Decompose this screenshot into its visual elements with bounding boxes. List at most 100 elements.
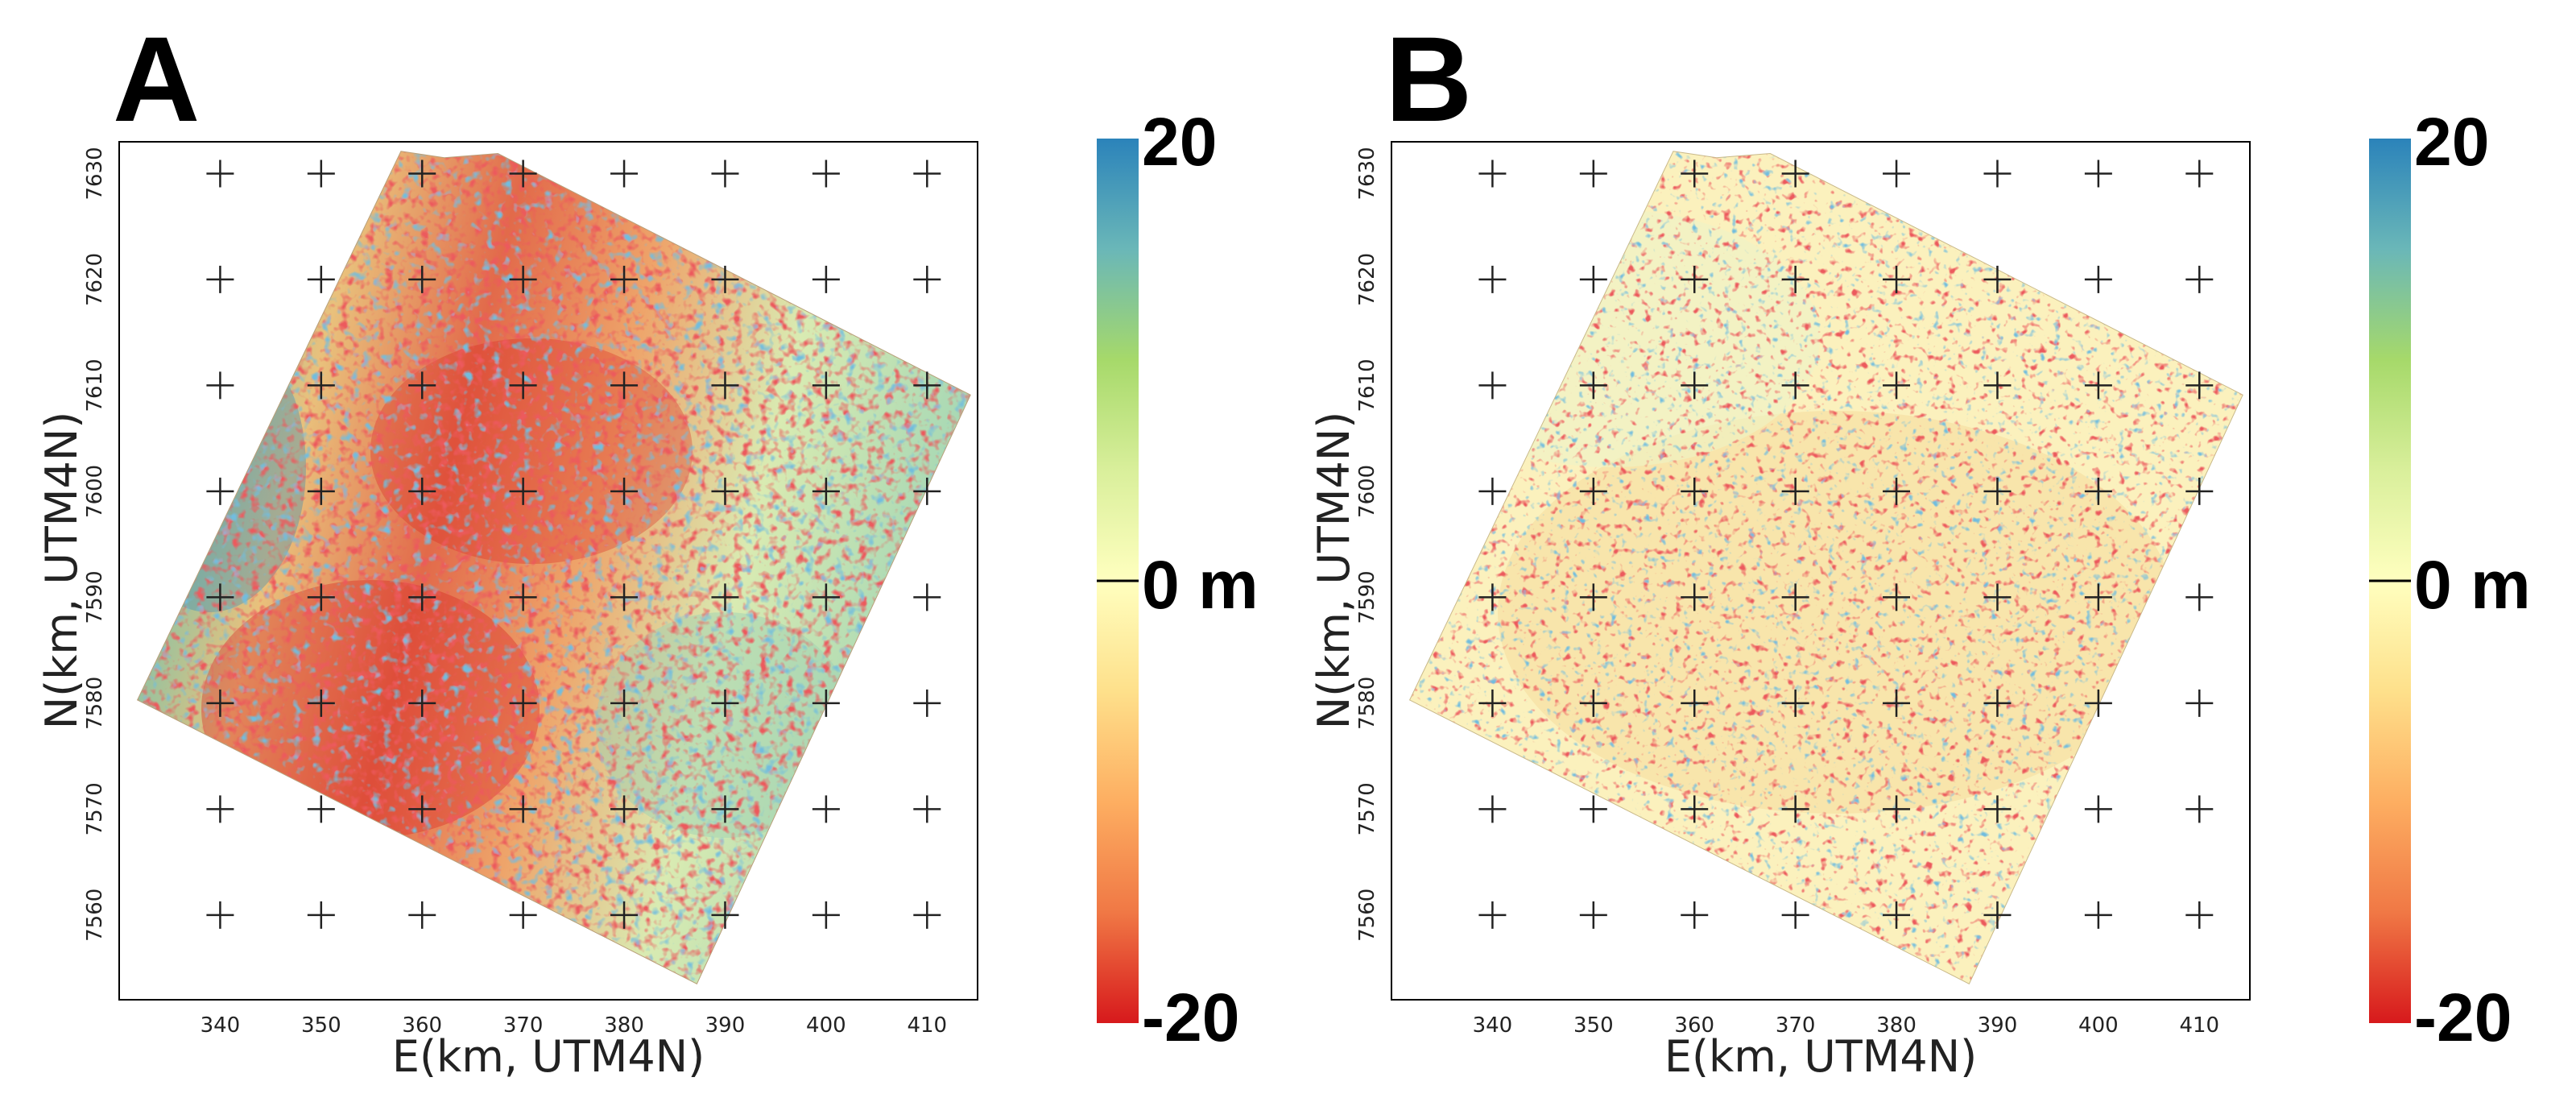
y-tick-label: 7580 — [83, 677, 107, 730]
y-tick-label: 7620 — [1355, 253, 1379, 306]
grid-cross — [1681, 689, 1709, 717]
grid-cross — [509, 795, 537, 823]
grid-cross — [913, 795, 941, 823]
grid-cross — [812, 689, 840, 717]
grid-cross — [2185, 689, 2214, 717]
y-tick-label: 7570 — [83, 782, 107, 835]
x-tick-labels: 340 350 360 370 380 390 400 410 — [201, 1013, 948, 1038]
grid-cross — [307, 371, 335, 400]
grid-cross — [2084, 265, 2112, 293]
x-tick-label: 350 — [301, 1013, 341, 1038]
grid-cross — [812, 901, 840, 929]
grid-crosses — [206, 160, 941, 929]
grid-cross — [307, 477, 335, 505]
grid-cross — [913, 265, 941, 293]
grid-cross — [1681, 795, 1709, 823]
grid-cross — [307, 583, 335, 611]
grid-cross — [1883, 477, 1911, 505]
grid-cross — [408, 160, 436, 188]
grid-cross — [1579, 583, 1607, 611]
grid-cross — [1883, 795, 1911, 823]
x-tick-label: 360 — [402, 1013, 442, 1038]
grid-cross — [610, 901, 639, 929]
grid-cross — [1983, 901, 2012, 929]
grid-cross — [509, 901, 537, 929]
grid-cross — [206, 160, 234, 188]
grid-cross — [2185, 795, 2214, 823]
grid-cross — [913, 371, 941, 400]
grid-cross — [1478, 265, 1507, 293]
grid-cross — [408, 583, 436, 611]
grid-cross — [1983, 265, 2012, 293]
grid-cross — [711, 689, 739, 717]
grid-cross — [1883, 583, 1911, 611]
grid-cross — [812, 265, 840, 293]
grid-cross — [408, 795, 436, 823]
panel-label: B — [1385, 11, 1472, 147]
grid-cross — [1579, 160, 1607, 188]
grid-cross — [1681, 583, 1709, 611]
colorbar-max-label: 20 — [1142, 104, 1217, 180]
y-tick-label: 7600 — [83, 465, 107, 518]
grid-cross — [1478, 583, 1507, 611]
grid-cross — [1681, 160, 1709, 188]
grid-cross — [711, 477, 739, 505]
grid-cross — [1579, 265, 1607, 293]
grid-cross — [913, 477, 941, 505]
data-footprint — [1408, 151, 2243, 984]
grid-cross — [913, 583, 941, 611]
grid-cross — [1681, 371, 1709, 400]
grid-cross — [610, 265, 639, 293]
grid-cross — [1579, 689, 1607, 717]
grid-cross — [2185, 583, 2214, 611]
grid-cross — [1883, 371, 1911, 400]
x-tick-label: 350 — [1573, 1013, 1614, 1038]
y-tick-labels: 7630 7620 7610 7600 7590 7580 7570 7560 — [83, 147, 107, 942]
grid-cross — [2084, 689, 2112, 717]
grid-cross — [1579, 477, 1607, 505]
colorbar-min-label: -20 — [2414, 980, 2512, 1055]
data-footprint — [136, 151, 971, 984]
grid-cross — [913, 689, 941, 717]
colorbar: 20 0 m -20 — [1097, 104, 1259, 1055]
grid-cross — [2185, 477, 2214, 505]
grid-cross — [1781, 901, 1809, 929]
x-axis-title: E(km, UTM4N) — [392, 1031, 705, 1082]
grid-cross — [1478, 160, 1507, 188]
grid-cross — [711, 371, 739, 400]
x-tick-label: 390 — [1978, 1013, 2018, 1038]
x-tick-label: 370 — [1776, 1013, 1816, 1038]
grid-cross — [1781, 795, 1809, 823]
grid-cross — [610, 371, 639, 400]
grid-cross — [2185, 901, 2214, 929]
grid-cross — [1883, 901, 1911, 929]
grid-cross — [1983, 795, 2012, 823]
grid-cross — [307, 689, 335, 717]
x-axis-title: E(km, UTM4N) — [1664, 1031, 1977, 1082]
grid-cross — [2185, 160, 2214, 188]
grid-cross — [812, 477, 840, 505]
grid-cross — [1478, 477, 1507, 505]
grid-cross — [1983, 689, 2012, 717]
x-tick-label: 360 — [1674, 1013, 1714, 1038]
y-tick-label: 7560 — [1355, 889, 1379, 942]
y-tick-label: 7630 — [1355, 147, 1379, 200]
grid-cross — [509, 265, 537, 293]
grid-cross — [2084, 477, 2112, 505]
grid-cross — [2185, 265, 2214, 293]
grid-cross — [509, 477, 537, 505]
grid-cross — [1883, 160, 1911, 188]
grid-cross — [812, 795, 840, 823]
grid-cross — [1983, 160, 2012, 188]
grid-cross — [913, 901, 941, 929]
grid-cross — [711, 795, 739, 823]
grid-cross — [711, 265, 739, 293]
grid-cross — [509, 689, 537, 717]
y-tick-label: 7570 — [1355, 782, 1379, 835]
grid-cross — [206, 371, 234, 400]
panel-label: A — [113, 11, 200, 147]
grid-cross — [1579, 795, 1607, 823]
panel-a: A 340 350 360 370 380 390 400 410 7630762076107… — [36, 11, 1259, 1082]
y-tick-label: 7630 — [83, 147, 107, 200]
